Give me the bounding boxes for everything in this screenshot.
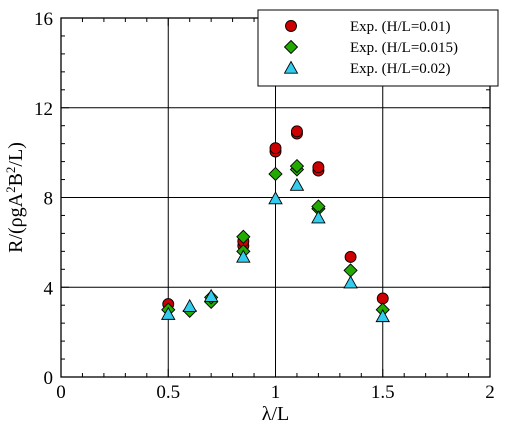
data-point — [343, 275, 358, 289]
data-point — [203, 288, 219, 302]
y-label-part: B — [5, 173, 27, 186]
y-axis-label: R/(ρgA2B2/L) — [3, 142, 28, 253]
legend-label: Exp. (H/L=0.01) — [350, 19, 451, 35]
x-tick-labels: 0 0.5 1 1.5 2 — [56, 382, 495, 403]
x-tick-label: 2 — [485, 382, 495, 403]
legend-label: Exp. (H/L=0.02) — [350, 61, 451, 77]
data-points — [160, 125, 391, 323]
y-tick-label: 12 — [34, 99, 53, 120]
legend-marker — [283, 39, 299, 55]
data-point — [289, 158, 305, 174]
x-tick-label: 1 — [271, 382, 281, 403]
y-tick-labels: 0 4 8 12 16 — [34, 9, 54, 389]
data-point — [236, 249, 251, 263]
y-label-part: R/(ρgA — [5, 192, 27, 253]
data-point — [375, 308, 391, 323]
y-label-superscript: 2 — [3, 186, 18, 193]
data-point — [160, 306, 176, 320]
x-axis-label: λ/L — [262, 403, 289, 425]
data-point — [236, 229, 251, 244]
y-label-superscript: 2 — [3, 167, 18, 174]
data-point — [182, 298, 197, 312]
legend-marker — [283, 60, 299, 74]
data-point — [291, 125, 303, 138]
y-tick-label: 0 — [44, 368, 54, 389]
y-tick-label: 4 — [44, 278, 54, 299]
series-triangle — [160, 177, 391, 323]
data-point — [268, 191, 283, 205]
y-tick-label: 16 — [34, 9, 53, 30]
legend: Exp. (H/L=0.01) Exp. (H/L=0.015) Exp. (H/L… — [257, 9, 499, 87]
y-tick-label: 8 — [44, 189, 54, 210]
data-point — [312, 161, 325, 174]
x-tick-label: 1.5 — [371, 382, 395, 403]
y-label-part: /L) — [5, 142, 27, 166]
data-point — [289, 177, 305, 191]
legend-label: Exp. (H/L=0.015) — [350, 40, 458, 56]
data-point — [269, 142, 282, 155]
data-point — [268, 166, 283, 182]
data-point — [376, 292, 389, 305]
x-tick-label: 0.5 — [156, 382, 180, 403]
legend-marker — [285, 20, 297, 32]
data-point — [311, 210, 326, 224]
x-tick-label: 0 — [56, 382, 66, 403]
data-point — [344, 251, 357, 263]
